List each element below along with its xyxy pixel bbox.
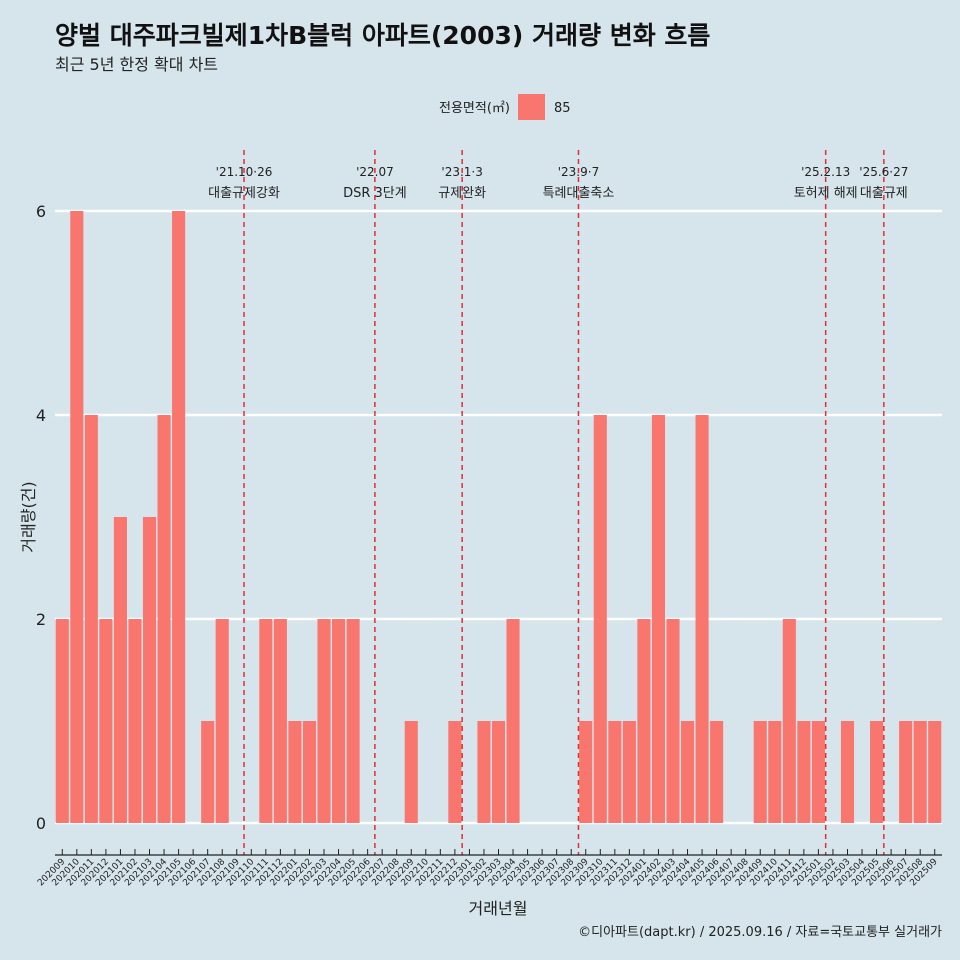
event-label: DSR 3단계 (343, 186, 407, 201)
bar (753, 721, 767, 823)
bar (768, 721, 782, 823)
bar (928, 721, 942, 823)
bar (477, 721, 491, 823)
bar (680, 721, 695, 823)
event-date: '23.9·7 (558, 165, 599, 179)
event-label: 규제완화 (438, 186, 486, 201)
bars (55, 211, 942, 823)
bar (797, 721, 811, 823)
bar (259, 619, 273, 823)
bar (346, 619, 360, 823)
bar (302, 721, 317, 823)
bar (811, 721, 825, 823)
event-date: '23.1·3 (441, 165, 482, 179)
bar (55, 619, 69, 823)
legend-label: 85 (554, 101, 571, 116)
bar (157, 415, 171, 823)
event-label: 토허제 해제 (794, 186, 858, 201)
bar (651, 415, 665, 823)
bar (332, 619, 346, 823)
bar (113, 517, 127, 823)
legend: 전용면적(㎡) 85 (439, 94, 571, 120)
y-tick-label: 6 (36, 202, 46, 221)
bar (448, 721, 462, 823)
event-date: '25.2.13 (801, 165, 850, 179)
y-axis: 0 2 4 6 (36, 202, 46, 833)
bar (913, 721, 927, 823)
bar (70, 211, 84, 823)
chart-subtitle: 최근 5년 한정 확대 차트 (55, 55, 218, 74)
bar (201, 721, 215, 823)
bar (637, 619, 651, 823)
x-axis: 2020092020102020112020122021012021022021… (36, 849, 942, 888)
bar (666, 619, 680, 823)
legend-title: 전용면적(㎡) (439, 101, 510, 116)
legend-key (518, 94, 545, 120)
event-label: 특례대출축소 (543, 186, 615, 201)
bar (317, 619, 331, 823)
event-markers: '21.10·26 대출규제강화 '22.07 DSR 3단계 '23.1·3 규제완화 '… (208, 150, 908, 855)
event-date: '22.07 (356, 165, 394, 179)
bar (99, 619, 113, 823)
bar (215, 619, 229, 823)
bar (404, 721, 418, 823)
y-tick-label: 2 (36, 610, 46, 629)
bar (84, 415, 98, 823)
x-axis-title: 거래년월 (469, 899, 528, 918)
bar (899, 721, 913, 823)
event-date: '25.6·27 (859, 165, 908, 179)
chart-title: 양벌 대주파크빌제1차B블럭 아파트(2003) 거래량 변화 흐름 (55, 21, 710, 50)
bar (579, 721, 593, 823)
y-tick-label: 0 (36, 814, 46, 833)
event-date: '21.10·26 (216, 165, 273, 179)
bar (622, 721, 636, 823)
bar (273, 619, 287, 823)
event-label: 대출규제 (860, 186, 908, 201)
bar (172, 211, 186, 823)
bar (142, 517, 157, 823)
y-axis-title: 거래량(건) (19, 481, 38, 552)
y-tick-label: 4 (36, 406, 46, 425)
event-label: 대출규제강화 (208, 186, 280, 201)
bar (695, 415, 709, 823)
bar (608, 721, 622, 823)
caption: ©디아파트(dapt.kr) / 2025.09.16 / 자료=국토교통부 실… (578, 925, 942, 940)
bar (288, 721, 302, 823)
bar (710, 721, 724, 823)
bar (840, 721, 855, 823)
bar (593, 415, 607, 823)
bar (870, 721, 884, 823)
bar (506, 619, 520, 823)
bar (491, 721, 506, 823)
bar (782, 619, 796, 823)
bar (128, 619, 142, 823)
